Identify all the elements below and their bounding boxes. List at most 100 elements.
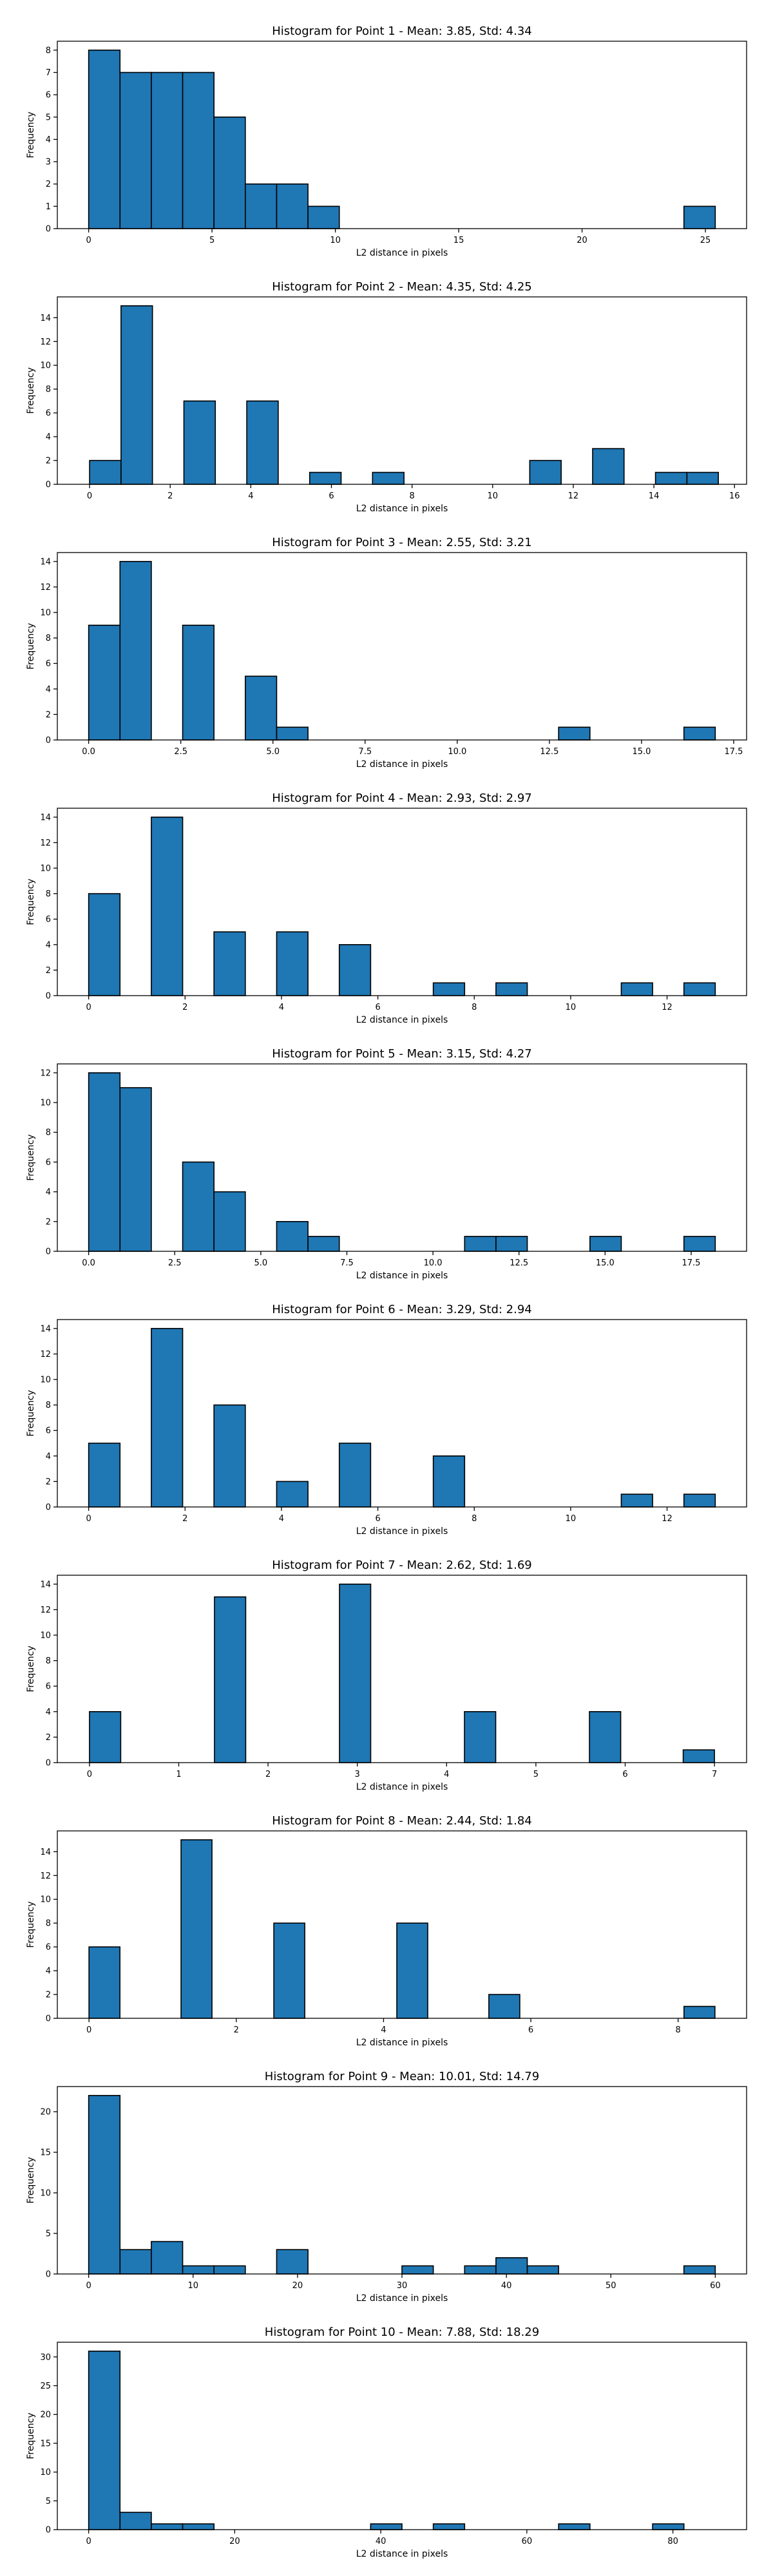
y-tick-label: 8 — [46, 1919, 51, 1929]
histogram-bar — [683, 205, 716, 229]
histogram-bar — [309, 471, 342, 485]
y-tick-label: 10 — [40, 2468, 51, 2477]
y-tick-label: 12 — [40, 838, 51, 848]
histogram-bar — [119, 1087, 152, 1252]
chart-title: Histogram for Point 1 - Mean: 3.85, Std:… — [272, 24, 532, 38]
x-tick-label: 4 — [279, 1514, 284, 1524]
y-axis-label: Frequency — [26, 2412, 36, 2459]
histogram-bar — [182, 2523, 215, 2530]
x-tick-label: 14 — [649, 491, 660, 501]
x-tick-label: 8 — [472, 1003, 477, 1012]
histogram-bar — [213, 116, 246, 229]
axes-frame — [57, 808, 747, 996]
histogram-bar — [464, 2265, 497, 2275]
x-tick-label: 0.0 — [82, 1258, 95, 1268]
x-tick-label: 6 — [375, 1003, 380, 1012]
histogram-bar — [339, 1584, 372, 1763]
x-tick-label: 4 — [248, 491, 253, 501]
histogram-bar — [213, 1191, 246, 1252]
x-tick-label: 12.5 — [510, 1258, 528, 1268]
histogram-bar — [338, 1443, 372, 1508]
histogram-point-4: Histogram for Point 4 - Mean: 2.93, Std:… — [26, 791, 747, 1025]
x-tick-label: 10 — [187, 2281, 198, 2291]
x-tick-label: 0 — [86, 2281, 91, 2291]
x-tick-label: 0 — [86, 1003, 91, 1012]
y-tick-label: 2 — [46, 1217, 51, 1227]
axes-frame — [57, 41, 747, 229]
x-axis-label: L2 distance in pixels — [356, 759, 448, 770]
y-tick-label: 10 — [40, 1376, 51, 1385]
histogram-bar — [119, 2512, 152, 2530]
histogram-bar — [213, 931, 246, 996]
chart-title: Histogram for Point 9 - Mean: 10.01, Std… — [265, 2070, 539, 2083]
y-tick-label: 10 — [40, 864, 51, 874]
histogram-bar — [151, 817, 184, 996]
y-tick-label: 14 — [40, 557, 51, 567]
x-tick-label: 2 — [265, 1770, 271, 1779]
x-tick-label: 0 — [86, 236, 91, 245]
y-tick-label: 12 — [40, 1871, 51, 1881]
x-tick-label: 50 — [606, 2281, 616, 2291]
histogram-bar — [88, 1443, 121, 1508]
y-tick-label: 12 — [40, 1068, 51, 1078]
histogram-bar — [529, 460, 562, 485]
x-tick-label: 5 — [533, 1770, 539, 1779]
histogram-bar — [432, 1455, 466, 1508]
y-tick-label: 0 — [46, 736, 51, 746]
axes-frame — [57, 1063, 747, 1252]
y-tick-label: 3 — [46, 158, 51, 167]
histogram-point-1: Histogram for Point 1 - Mean: 3.85, Std:… — [26, 24, 747, 258]
y-tick-label: 2 — [46, 710, 51, 720]
histogram-bar — [495, 1236, 528, 1252]
x-tick-label: 6 — [375, 1514, 380, 1524]
y-tick-label: 6 — [46, 915, 51, 925]
x-tick-label: 30 — [397, 2281, 408, 2291]
y-tick-label: 12 — [40, 1605, 51, 1615]
histogram-bar — [683, 2005, 716, 2019]
axes-frame — [57, 1319, 747, 1508]
x-axis-label: L2 distance in pixels — [356, 1782, 448, 1792]
histogram-bar — [464, 1711, 497, 1763]
x-tick-label: 20 — [577, 236, 587, 245]
y-tick-label: 12 — [40, 1350, 51, 1359]
y-tick-label: 4 — [46, 433, 51, 442]
y-tick-label: 4 — [46, 940, 51, 950]
histogram-bar — [119, 561, 152, 741]
histogram-bar — [464, 1236, 497, 1252]
x-tick-label: 10 — [330, 236, 341, 245]
histogram-bar — [88, 625, 121, 741]
y-tick-label: 10 — [40, 1631, 51, 1641]
y-tick-label: 4 — [46, 135, 51, 145]
y-tick-label: 6 — [46, 409, 51, 419]
x-tick-label: 8 — [410, 491, 415, 501]
chart-title: Histogram for Point 5 - Mean: 3.15, Std:… — [272, 1047, 532, 1061]
y-axis-label: Frequency — [26, 111, 36, 158]
histogram-bar — [276, 1481, 309, 1508]
x-tick-label: 2 — [234, 2025, 239, 2035]
x-tick-label: 6 — [329, 491, 334, 501]
y-tick-label: 2 — [46, 180, 51, 189]
y-tick-label: 6 — [46, 659, 51, 669]
x-tick-label: 7.5 — [340, 1258, 354, 1268]
y-tick-label: 12 — [40, 583, 51, 592]
x-tick-label: 5.0 — [254, 1258, 268, 1268]
histogram-bar — [620, 1493, 653, 1508]
y-tick-label: 0 — [46, 2526, 51, 2535]
histogram-bar — [592, 448, 625, 485]
x-tick-label: 12.5 — [540, 747, 558, 757]
x-tick-label: 7 — [712, 1770, 717, 1779]
histogram-bar — [432, 982, 466, 996]
y-tick-label: 2 — [46, 1733, 51, 1743]
chart-title: Histogram for Point 2 - Mean: 4.35, Std:… — [272, 280, 532, 294]
y-tick-label: 10 — [40, 609, 51, 618]
histogram-bar — [488, 1994, 520, 2019]
y-axis-label: Frequency — [26, 1134, 36, 1180]
x-axis-label: L2 distance in pixels — [356, 1015, 448, 1025]
histogram-bar — [151, 2523, 184, 2530]
histogram-bar — [276, 931, 309, 996]
y-tick-label: 14 — [40, 314, 51, 323]
x-tick-label: 10.0 — [424, 1258, 443, 1268]
y-tick-label: 0 — [46, 1247, 51, 1257]
histogram-bar — [396, 1922, 428, 2019]
x-tick-label: 0 — [86, 2025, 91, 2035]
